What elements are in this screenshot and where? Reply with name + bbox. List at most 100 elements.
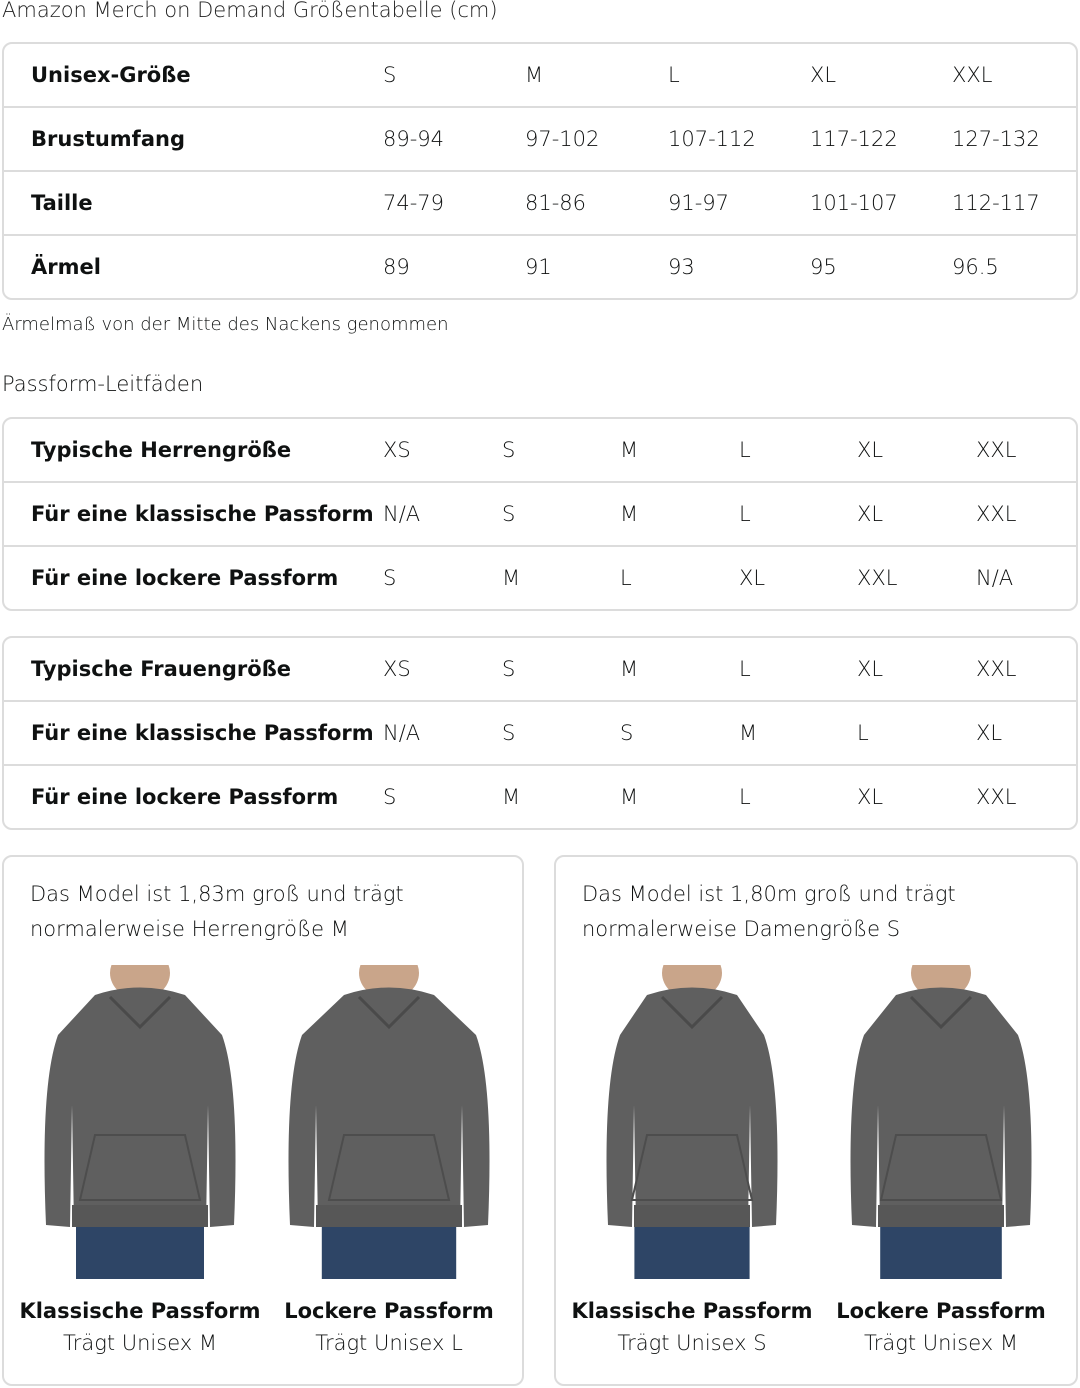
table-cell: S — [620, 721, 634, 745]
table-row: Unisex-Größe S M L XL XXL — [4, 44, 1076, 106]
table-cell: 89-94 — [383, 127, 445, 151]
table-cell: N/A — [976, 566, 1014, 590]
hoodie-photo — [44, 965, 236, 1279]
table-cell: M — [620, 438, 639, 462]
row-label: Taille — [31, 191, 93, 215]
table-cell: 96.5 — [952, 255, 999, 279]
table-row: Für eine klassische Passform N/A S S M L XL — [4, 700, 1076, 764]
row-label: Typische Herrengröße — [31, 438, 292, 462]
table-cell: XXL — [857, 566, 898, 590]
table-cell: S — [383, 63, 397, 87]
table-cell: L — [620, 566, 632, 590]
table-cell: M — [620, 502, 639, 526]
table-row: Ärmel 89 91 93 95 96.5 — [4, 234, 1076, 298]
table-cell: 89 — [383, 255, 410, 279]
row-label: Für eine lockere Passform — [31, 566, 339, 590]
table-row: Für eine lockere Passform S M M L XL XXL — [4, 764, 1076, 828]
hoodie-photo — [606, 965, 778, 1279]
figure-subtitle: Trägt Unisex M — [864, 1331, 1018, 1355]
table-cell: 127-132 — [952, 127, 1040, 151]
table-cell: M — [620, 785, 639, 809]
table-cell: S — [383, 785, 397, 809]
women-fit-table: Typische Frauengröße XS S M L XL XXL Für eine k… — [2, 636, 1078, 830]
table-cell: S — [502, 502, 516, 526]
hoodie-photo — [288, 965, 490, 1279]
table-cell: 81-86 — [525, 191, 587, 215]
table-cell: L — [668, 63, 680, 87]
table-row: Brustumfang 89-94 97-102 107-112 117-122 127-… — [4, 106, 1076, 170]
table-cell: XS — [383, 657, 411, 681]
table-cell: L — [739, 657, 751, 681]
figure-title: Lockere Passform — [836, 1299, 1046, 1323]
table-cell: 107-112 — [668, 127, 756, 151]
table-row: Typische Herrengröße XS S M L XL XXL — [4, 419, 1076, 481]
table-cell: M — [739, 721, 758, 745]
figure-subtitle: Trägt Unisex L — [315, 1331, 463, 1355]
table-cell: XXL — [976, 502, 1017, 526]
table-cell: M — [502, 785, 521, 809]
row-label: Unisex-Größe — [31, 63, 191, 87]
figure-loose: Lockere Passform Trägt Unisex M — [816, 965, 1066, 1355]
table-cell: XS — [383, 438, 411, 462]
table-cell: XL — [857, 785, 884, 809]
table-cell: XL — [810, 63, 837, 87]
figure-title: Klassische Passform — [19, 1299, 261, 1323]
size-table: Unisex-Größe S M L XL XXL Brustumfang 89-94 97-1… — [2, 42, 1078, 300]
table-cell: 101-107 — [810, 191, 898, 215]
table-cell: 117-122 — [810, 127, 898, 151]
fit-guide-title: Passform-Leitfäden — [2, 372, 204, 396]
table-cell: L — [739, 438, 751, 462]
table-cell: XXL — [976, 438, 1017, 462]
row-label: Für eine klassische Passform — [31, 721, 374, 745]
row-label: Für eine klassische Passform — [31, 502, 374, 526]
table-cell: S — [383, 566, 397, 590]
table-row: Für eine lockere Passform S M L XL XXL N/A — [4, 545, 1076, 609]
table-cell: XL — [739, 566, 766, 590]
table-cell: XL — [857, 438, 884, 462]
table-cell: XL — [857, 502, 884, 526]
table-cell: 97-102 — [525, 127, 600, 151]
table-row: Typische Frauengröße XS S M L XL XXL — [4, 638, 1076, 700]
table-cell: XL — [976, 721, 1003, 745]
table-cell: M — [525, 63, 544, 87]
table-cell: 95 — [810, 255, 837, 279]
table-cell: S — [502, 721, 516, 745]
table-row: Für eine klassische Passform N/A S M L XL XXL — [4, 481, 1076, 545]
table-cell: XXL — [976, 657, 1017, 681]
table-row: Taille 74-79 81-86 91-97 101-107 112-117 — [4, 170, 1076, 234]
table-cell: 91 — [525, 255, 552, 279]
figure-subtitle: Trägt Unisex S — [617, 1331, 767, 1355]
table-cell: M — [502, 566, 521, 590]
table-cell: XXL — [976, 785, 1017, 809]
table-cell: L — [739, 785, 751, 809]
figure-classic: Klassische Passform Trägt Unisex M — [15, 965, 265, 1355]
figure-classic: Klassische Passform Trägt Unisex S — [567, 965, 817, 1355]
table-cell: XL — [857, 657, 884, 681]
table-cell: N/A — [383, 502, 421, 526]
table-cell: S — [502, 657, 516, 681]
row-label: Für eine lockere Passform — [31, 785, 339, 809]
table-cell: 112-117 — [952, 191, 1040, 215]
table-cell: 91-97 — [668, 191, 730, 215]
figure-title: Lockere Passform — [284, 1299, 494, 1323]
table-cell: 74-79 — [383, 191, 445, 215]
table-cell: N/A — [383, 721, 421, 745]
model-description: Das Model ist 1,80m groß und trägt norma… — [582, 882, 956, 941]
sleeve-note: Ärmelmaß von der Mitte des Nackens genom… — [2, 314, 449, 335]
men-model-card: Das Model ist 1,83m groß und trägt norma… — [2, 855, 524, 1386]
table-cell: M — [620, 657, 639, 681]
women-model-card: Das Model ist 1,80m groß und trägt norma… — [554, 855, 1078, 1386]
page-title: Amazon Merch on Demand Größentabelle (cm… — [2, 0, 498, 22]
row-label: Typische Frauengröße — [31, 657, 292, 681]
figure-title: Klassische Passform — [571, 1299, 813, 1323]
figure-loose: Lockere Passform Trägt Unisex L — [264, 965, 514, 1355]
row-label: Ärmel — [31, 255, 101, 279]
model-description: Das Model ist 1,83m groß und trägt norma… — [30, 882, 404, 941]
table-cell: L — [857, 721, 869, 745]
hoodie-photo — [850, 965, 1032, 1279]
row-label: Brustumfang — [31, 127, 185, 151]
figure-subtitle: Trägt Unisex M — [63, 1331, 217, 1355]
men-fit-table: Typische Herrengröße XS S M L XL XXL Für eine k… — [2, 417, 1078, 611]
table-cell: L — [739, 502, 751, 526]
table-cell: XXL — [952, 63, 993, 87]
